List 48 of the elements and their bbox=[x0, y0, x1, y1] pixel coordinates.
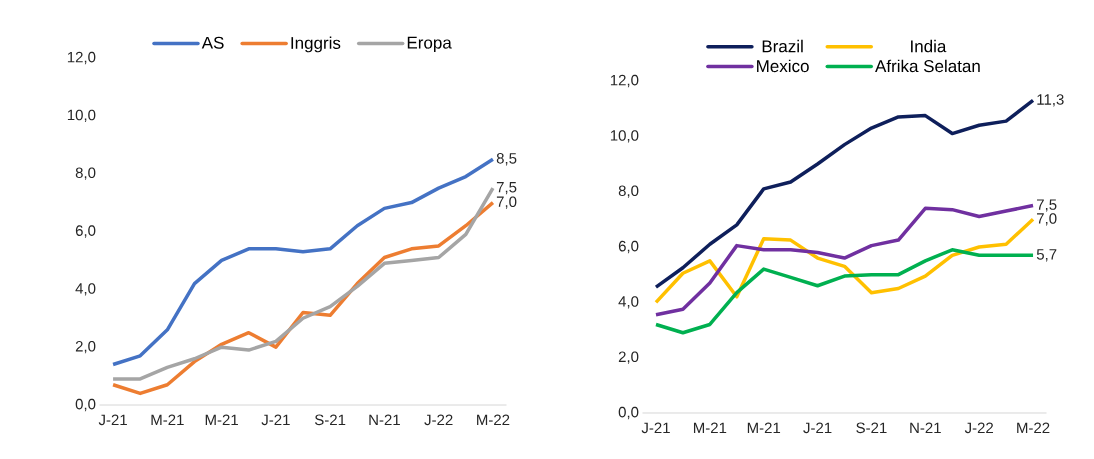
x-tick-label: J-22 bbox=[424, 414, 453, 426]
x-tick-label: M-21 bbox=[151, 414, 184, 426]
y-tick-label: 8,0 bbox=[75, 167, 96, 180]
y-tick-label: 4,0 bbox=[618, 296, 639, 309]
x-tick-label: M-21 bbox=[693, 422, 727, 434]
x-tick-label: J-22 bbox=[964, 422, 994, 434]
data-label: 5,7 bbox=[1036, 249, 1057, 262]
data-label: 11,3 bbox=[1037, 94, 1064, 107]
x-tick-label: J-21 bbox=[98, 414, 127, 426]
data-label: 7,5 bbox=[1037, 199, 1057, 212]
x-tick-label: M-22 bbox=[477, 414, 510, 426]
legend-label: Inggris bbox=[291, 36, 341, 53]
data-label: 7,0 bbox=[496, 196, 517, 209]
legend-label: Mexico bbox=[757, 59, 809, 73]
y-tick-label: 10,0 bbox=[610, 130, 639, 143]
x-tick-label: S-21 bbox=[314, 414, 346, 426]
x-tick-label: M-22 bbox=[1017, 422, 1050, 434]
y-tick-label: 0,0 bbox=[618, 406, 639, 420]
x-tick-label: N-21 bbox=[910, 422, 941, 434]
y-tick-label: 12,0 bbox=[610, 74, 639, 88]
x-tick-label: M-21 bbox=[747, 422, 781, 434]
y-tick-label: 12,0 bbox=[67, 51, 96, 65]
x-tick-label: N-21 bbox=[369, 414, 400, 426]
data-label: 8,5 bbox=[496, 153, 517, 166]
x-tick-label: M-21 bbox=[205, 414, 238, 426]
legend-label: AS bbox=[201, 36, 224, 49]
y-tick-label: 6,0 bbox=[75, 225, 96, 238]
y-tick-label: 2,0 bbox=[75, 340, 96, 354]
y-tick-label: 8,0 bbox=[618, 185, 639, 198]
legend-label: Eropa bbox=[407, 36, 452, 53]
x-tick-label: J-21 bbox=[803, 422, 832, 434]
y-tick-label: 10,0 bbox=[67, 109, 96, 123]
data-label: 7,5 bbox=[496, 182, 517, 195]
y-tick-label: 4,0 bbox=[75, 283, 96, 296]
legend-label: Afrika Selatan bbox=[875, 59, 980, 73]
line-series bbox=[654, 98, 1035, 289]
y-tick-label: 2,0 bbox=[618, 351, 639, 364]
data-label: 7,0 bbox=[1037, 213, 1057, 226]
legend-label: India bbox=[911, 39, 947, 53]
line-series bbox=[654, 217, 1035, 305]
x-tick-label: J-21 bbox=[641, 422, 670, 434]
x-tick-label: J-21 bbox=[261, 414, 290, 426]
y-tick-label: 6,0 bbox=[618, 240, 639, 254]
line-series bbox=[654, 203, 1035, 317]
legend-label: Brazil bbox=[762, 39, 803, 53]
line-series bbox=[111, 157, 495, 367]
y-tick-label: 0,0 bbox=[75, 398, 96, 412]
x-tick-label: S-21 bbox=[856, 422, 887, 434]
